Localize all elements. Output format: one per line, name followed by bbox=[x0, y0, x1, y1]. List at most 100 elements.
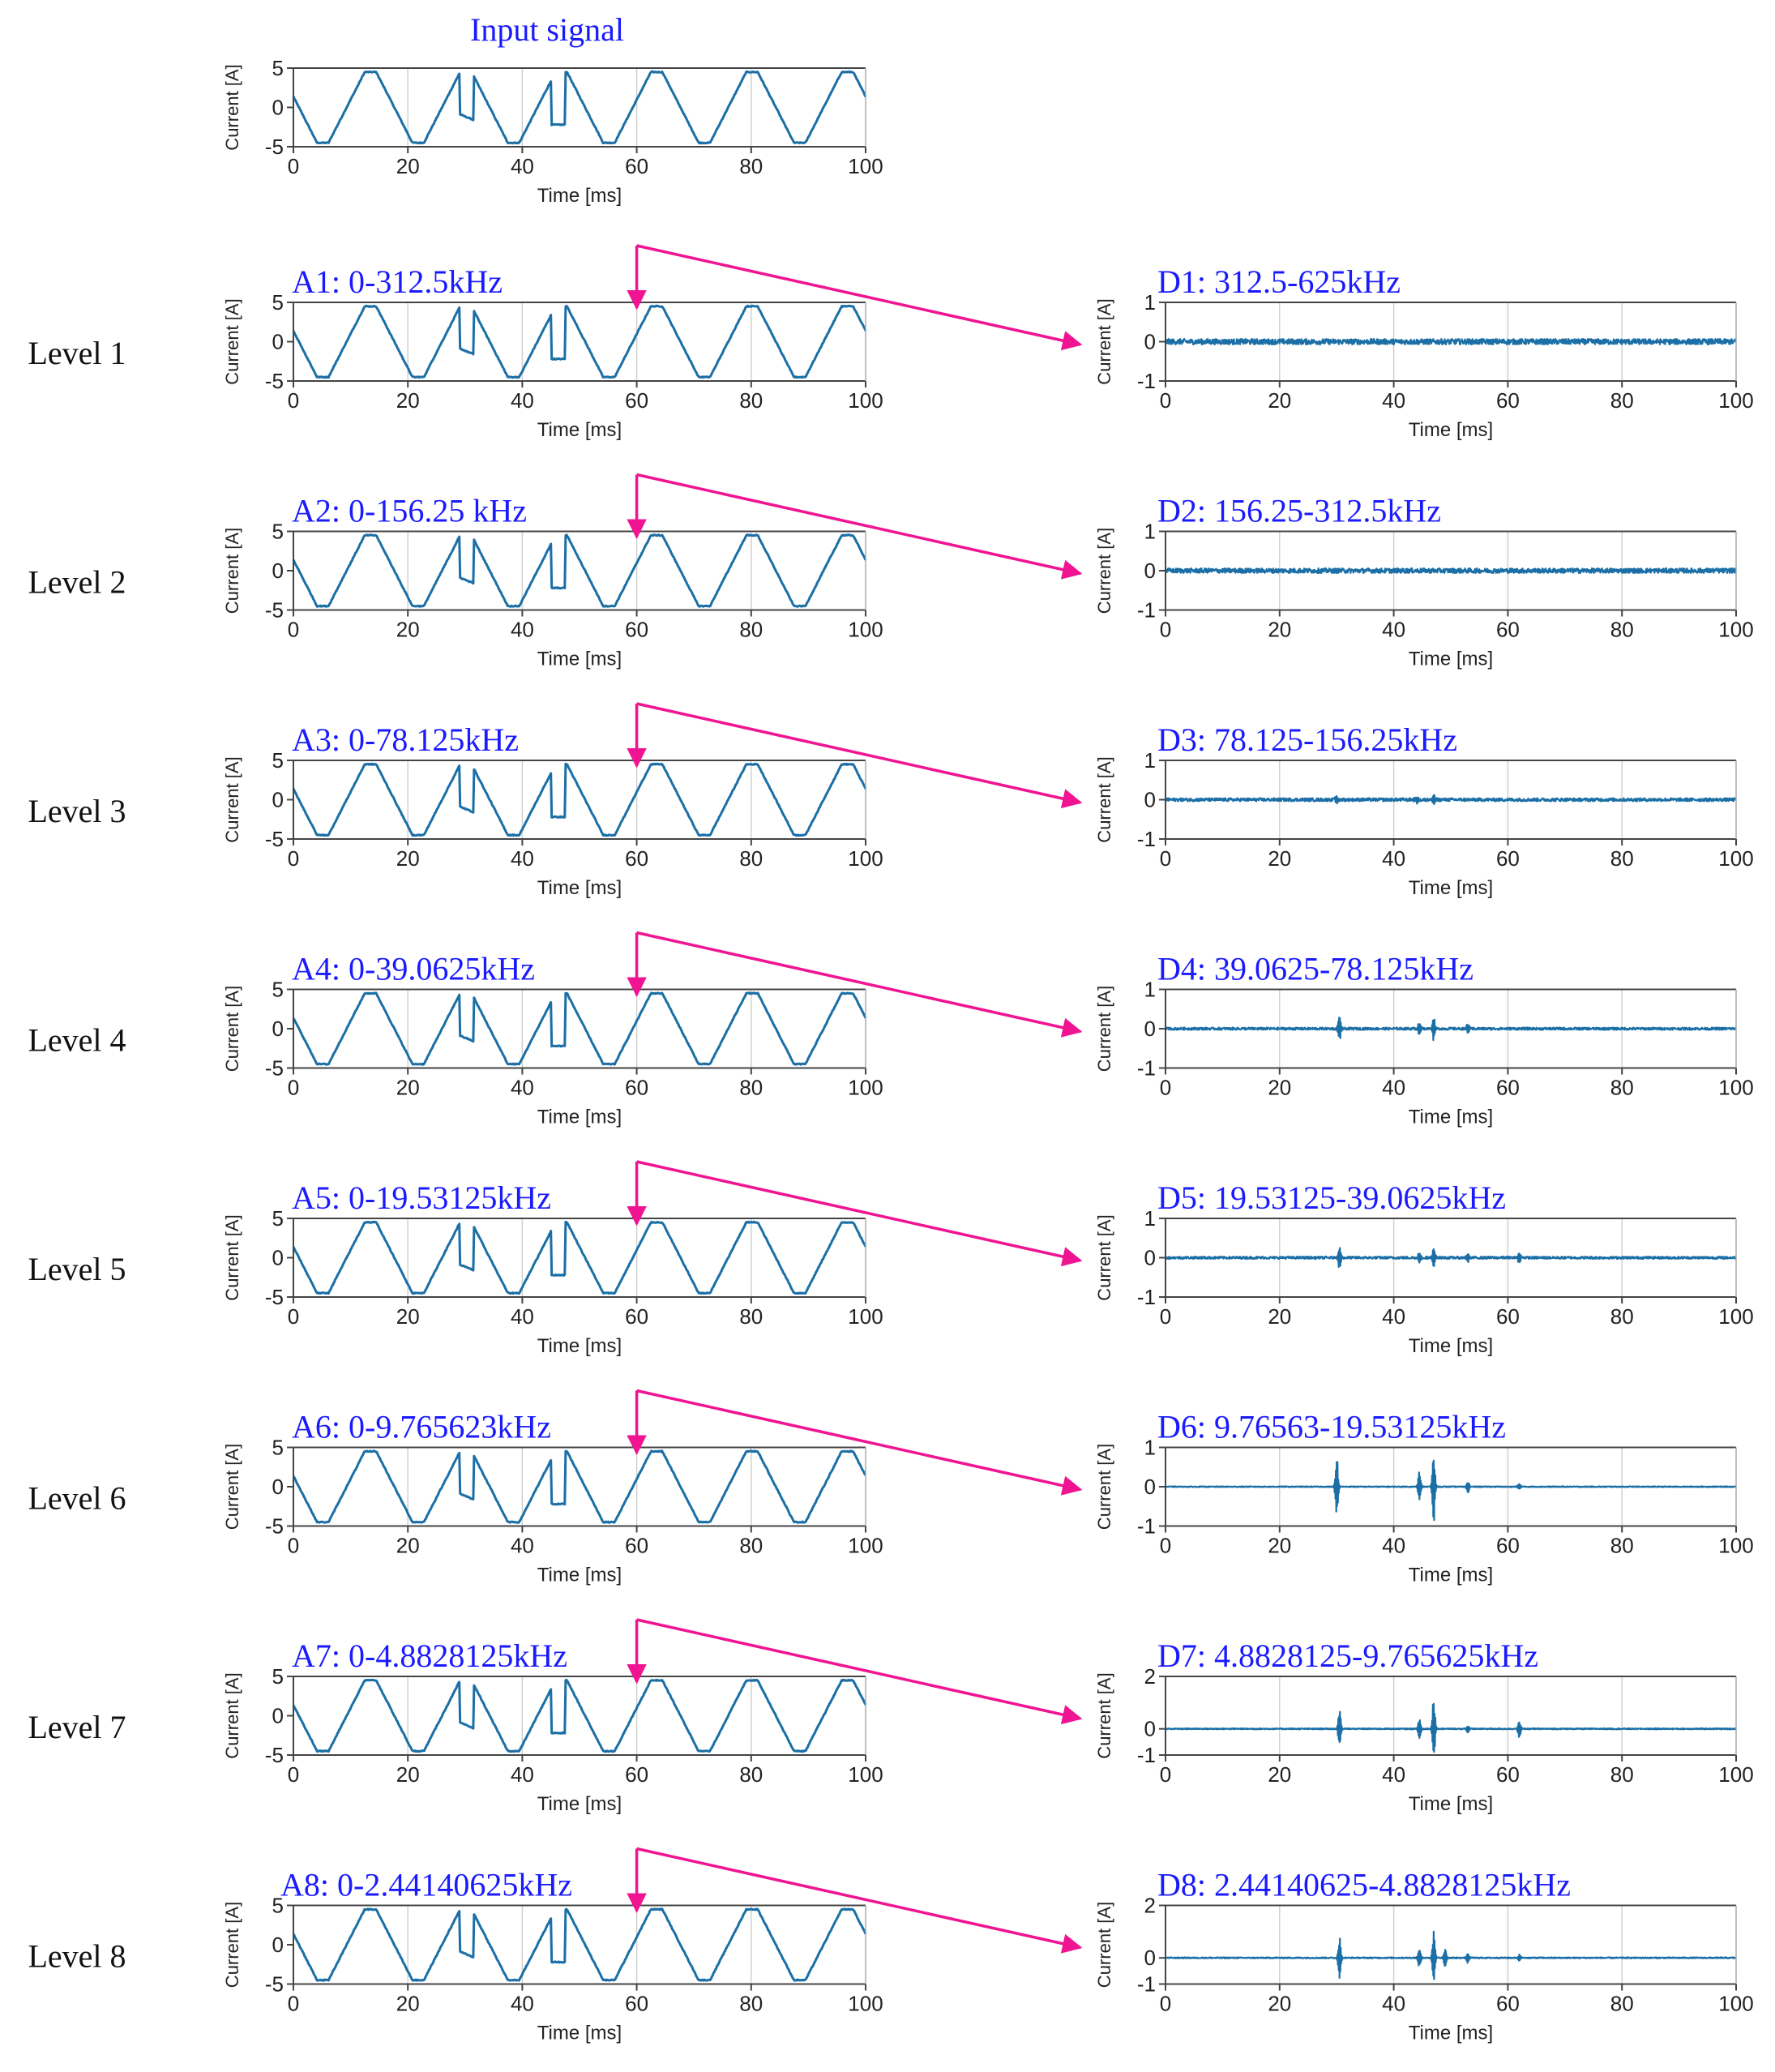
y-tick-label: -5 bbox=[265, 135, 284, 159]
x-tick-label: 0 bbox=[1160, 1534, 1171, 1558]
x-tick-label: 20 bbox=[396, 1304, 420, 1329]
x-tick-label: 80 bbox=[739, 388, 763, 413]
y-tick-label: 2 bbox=[1144, 1664, 1156, 1689]
x-tick-label: 0 bbox=[1160, 846, 1171, 871]
y-tick-label: 5 bbox=[272, 1206, 284, 1231]
y-tick-label: 0 bbox=[1144, 1475, 1156, 1499]
x-tick-label: 80 bbox=[739, 846, 763, 871]
chart-title: A1: 0-312.5kHz bbox=[292, 263, 503, 300]
x-tick-label: 100 bbox=[1718, 1762, 1753, 1787]
y-tick-label: 0 bbox=[1144, 1946, 1156, 1970]
chart-title: D1: 312.5-625kHz bbox=[1157, 263, 1401, 300]
x-axis-label: Time [ms] bbox=[537, 2023, 622, 2044]
x-tick-label: 60 bbox=[625, 1076, 648, 1100]
x-tick-label: 20 bbox=[396, 154, 420, 178]
y-tick-label: 0 bbox=[272, 1246, 284, 1270]
x-tick-label: 100 bbox=[848, 1304, 883, 1329]
x-axis-label: Time [ms] bbox=[1409, 649, 1493, 670]
x-tick-label: 20 bbox=[1268, 1076, 1291, 1100]
x-tick-label: 80 bbox=[1610, 1076, 1634, 1100]
x-tick-label: 20 bbox=[1268, 1992, 1291, 2016]
series-line bbox=[292, 762, 867, 837]
y-tick-label: 2 bbox=[1144, 1894, 1156, 1918]
x-axis-label: Time [ms] bbox=[537, 877, 622, 899]
x-tick-label: 40 bbox=[511, 1534, 534, 1558]
x-tick-label: 0 bbox=[1160, 388, 1171, 413]
x-tick-label: 60 bbox=[1496, 1534, 1520, 1558]
y-axis-label: Current [A] bbox=[222, 64, 242, 150]
x-tick-label: 0 bbox=[1160, 1992, 1171, 2016]
x-tick-label: 0 bbox=[288, 388, 299, 413]
x-axis-label: Time [ms] bbox=[1409, 877, 1493, 899]
x-axis-label: Time [ms] bbox=[537, 419, 622, 441]
x-tick-label: 60 bbox=[625, 154, 648, 178]
x-tick-label: 40 bbox=[1382, 618, 1405, 642]
chart-title: D3: 78.125-156.25kHz bbox=[1157, 721, 1457, 758]
x-tick-label: 40 bbox=[511, 1992, 534, 2016]
x-tick-label: 20 bbox=[396, 1534, 420, 1558]
x-tick-label: 80 bbox=[1610, 846, 1634, 871]
y-axis-label: Current [A] bbox=[222, 756, 242, 842]
y-tick-label: -1 bbox=[1137, 598, 1156, 623]
y-axis-label: Current [A] bbox=[222, 1444, 242, 1530]
y-tick-label: -1 bbox=[1137, 369, 1156, 393]
y-tick-label: 0 bbox=[1144, 1246, 1156, 1270]
series-line bbox=[292, 533, 867, 608]
x-tick-label: 0 bbox=[1160, 618, 1171, 642]
y-tick-label: 5 bbox=[272, 1436, 284, 1460]
y-axis-label: Current [A] bbox=[222, 298, 242, 384]
x-tick-label: 60 bbox=[625, 1992, 648, 2016]
x-tick-label: 100 bbox=[848, 154, 883, 178]
x-tick-label: 80 bbox=[739, 1534, 763, 1558]
x-tick-label: 0 bbox=[288, 1304, 299, 1329]
x-tick-label: 100 bbox=[1718, 1992, 1753, 2016]
decomposition-arrows bbox=[627, 244, 1083, 1954]
y-tick-label: -5 bbox=[265, 369, 284, 393]
y-tick-label: 1 bbox=[1144, 290, 1156, 315]
x-tick-label: 0 bbox=[288, 846, 299, 871]
x-tick-label: 100 bbox=[848, 846, 883, 871]
y-axis-label: Current [A] bbox=[1094, 528, 1114, 614]
series-line bbox=[1164, 1247, 1737, 1269]
arrow-to-detail bbox=[636, 1847, 1083, 1954]
level-label: Level 6 bbox=[28, 1480, 126, 1517]
x-tick-label: 60 bbox=[625, 846, 648, 871]
y-tick-label: 1 bbox=[1144, 748, 1156, 773]
x-tick-label: 40 bbox=[1382, 846, 1405, 871]
y-tick-label: -1 bbox=[1137, 1972, 1156, 1997]
chart-title: A4: 0-39.0625kHz bbox=[292, 951, 535, 987]
x-tick-label: 100 bbox=[1718, 1304, 1753, 1329]
x-axis-label: Time [ms] bbox=[1409, 1793, 1493, 1815]
series-line bbox=[1165, 1459, 1737, 1522]
x-tick-label: 40 bbox=[511, 388, 534, 413]
y-tick-label: -5 bbox=[265, 1056, 284, 1081]
x-tick-label: 40 bbox=[1382, 388, 1405, 413]
level-label: Level 2 bbox=[28, 564, 126, 601]
chart-title: D4: 39.0625-78.125kHz bbox=[1157, 951, 1473, 987]
x-tick-label: 20 bbox=[1268, 618, 1291, 642]
x-tick-label: 60 bbox=[1496, 388, 1520, 413]
x-tick-label: 40 bbox=[511, 846, 534, 871]
series-line bbox=[1165, 1017, 1737, 1042]
x-tick-label: 80 bbox=[739, 618, 763, 642]
y-axis-label: Current [A] bbox=[222, 528, 242, 614]
y-tick-label: 1 bbox=[1144, 1206, 1156, 1231]
y-tick-label: 0 bbox=[272, 1017, 284, 1041]
x-tick-label: 40 bbox=[1382, 1304, 1405, 1329]
series-line bbox=[1165, 338, 1737, 345]
series-line bbox=[1165, 794, 1737, 806]
y-tick-label: -1 bbox=[1137, 827, 1156, 851]
x-axis-label: Time [ms] bbox=[1409, 419, 1493, 441]
x-tick-label: 100 bbox=[1718, 1076, 1753, 1100]
x-tick-label: 60 bbox=[625, 1534, 648, 1558]
